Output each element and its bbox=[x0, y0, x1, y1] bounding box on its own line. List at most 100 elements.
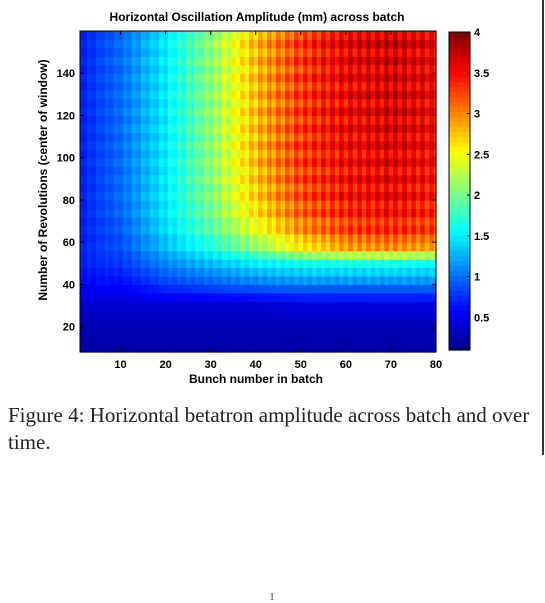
heatmap-cell bbox=[352, 39, 358, 49]
heatmap-cell bbox=[285, 90, 291, 100]
heatmap-cell bbox=[140, 250, 146, 260]
heatmap-cell bbox=[325, 98, 331, 108]
heatmap-cell bbox=[244, 39, 250, 49]
heatmap-cell bbox=[109, 98, 115, 108]
heatmap-cell bbox=[397, 81, 403, 91]
heatmap-cell bbox=[433, 31, 437, 41]
heatmap-cell bbox=[352, 284, 358, 294]
heatmap-cell bbox=[316, 90, 322, 100]
heatmap-cell bbox=[393, 191, 399, 201]
heatmap-cell bbox=[104, 140, 110, 150]
heatmap-cell bbox=[366, 275, 372, 286]
heatmap-cell bbox=[248, 107, 255, 117]
heatmap-cell bbox=[226, 140, 232, 150]
heatmap-cell bbox=[244, 199, 250, 209]
heatmap-cell bbox=[388, 73, 394, 83]
heatmap-cell bbox=[433, 233, 437, 243]
heatmap-cell bbox=[91, 309, 97, 319]
heatmap-cell bbox=[303, 225, 309, 235]
heatmap-cell bbox=[104, 73, 110, 83]
heatmap-cell bbox=[330, 123, 336, 133]
heatmap-cell bbox=[208, 149, 214, 159]
heatmap-cell bbox=[339, 208, 345, 218]
heatmap-cell bbox=[325, 335, 331, 345]
heatmap-cell bbox=[176, 199, 182, 209]
heatmap-cell bbox=[239, 73, 246, 83]
heatmap-cell bbox=[226, 242, 232, 252]
heatmap-cell bbox=[95, 292, 101, 302]
heatmap-cell bbox=[172, 64, 178, 74]
heatmap-cell bbox=[86, 115, 92, 125]
heatmap-cell bbox=[203, 301, 210, 311]
heatmap-cell bbox=[145, 47, 151, 57]
heatmap-cell bbox=[253, 183, 259, 193]
heatmap-cell bbox=[208, 115, 214, 125]
heatmap-cell bbox=[131, 174, 137, 184]
heatmap-cell bbox=[149, 292, 155, 302]
heatmap-cell bbox=[248, 326, 255, 336]
heatmap-cell bbox=[366, 115, 372, 125]
heatmap-cell bbox=[388, 64, 394, 74]
heatmap-cell bbox=[366, 292, 372, 302]
heatmap-cell bbox=[248, 47, 255, 57]
heatmap-cell bbox=[352, 267, 358, 277]
heatmap-cell bbox=[154, 31, 160, 41]
heatmap-cell bbox=[230, 39, 237, 49]
heatmap-cell bbox=[307, 140, 313, 150]
heatmap-cell bbox=[239, 275, 246, 286]
heatmap-cell bbox=[384, 47, 390, 57]
heatmap-cell bbox=[271, 242, 277, 252]
heatmap-cell bbox=[415, 292, 421, 302]
heatmap-cell bbox=[262, 191, 268, 201]
heatmap-cell bbox=[262, 233, 268, 243]
heatmap-cell bbox=[379, 73, 385, 83]
heatmap-cell bbox=[140, 191, 146, 201]
heatmap-cell bbox=[154, 90, 160, 100]
heatmap-cell bbox=[393, 326, 399, 336]
heatmap-cell bbox=[402, 284, 408, 294]
heatmap-cell bbox=[118, 98, 124, 108]
heatmap-cell bbox=[258, 81, 264, 91]
heatmap-cell bbox=[420, 183, 426, 193]
heatmap-cell bbox=[285, 343, 291, 353]
heatmap-cell bbox=[393, 157, 399, 167]
heatmap-cell bbox=[127, 318, 133, 328]
heatmap-cell bbox=[203, 56, 210, 66]
heatmap-cell bbox=[357, 157, 363, 167]
heatmap-cell bbox=[258, 242, 264, 252]
heatmap-cell bbox=[379, 64, 385, 74]
heatmap-cell bbox=[397, 208, 403, 218]
heatmap-cell bbox=[235, 166, 241, 176]
heatmap-cell bbox=[289, 31, 295, 41]
y-tick-label: 100 bbox=[57, 153, 75, 165]
heatmap-cell bbox=[420, 132, 426, 142]
heatmap-cell bbox=[433, 199, 437, 209]
heatmap-cell bbox=[149, 343, 155, 353]
heatmap-cell bbox=[352, 250, 358, 260]
heatmap-cell bbox=[239, 326, 246, 336]
heatmap-cell bbox=[253, 242, 259, 252]
heatmap-cell bbox=[303, 39, 309, 49]
heatmap-cell bbox=[307, 115, 313, 125]
heatmap-cell bbox=[406, 56, 412, 66]
heatmap-cell bbox=[424, 157, 430, 167]
heatmap-cell bbox=[375, 267, 381, 277]
heatmap-cell bbox=[375, 90, 381, 100]
heatmap-cell bbox=[217, 267, 223, 277]
heatmap-cell bbox=[334, 335, 340, 345]
heatmap-cell bbox=[145, 81, 151, 91]
heatmap-cell bbox=[158, 233, 164, 243]
heatmap-cell bbox=[325, 132, 331, 142]
heatmap-cell bbox=[379, 284, 385, 294]
heatmap-cell bbox=[402, 132, 408, 142]
heatmap-cell bbox=[230, 275, 237, 286]
heatmap-cell bbox=[330, 284, 336, 294]
heatmap-cell bbox=[433, 56, 437, 66]
heatmap-cell bbox=[411, 90, 417, 100]
heatmap-cell bbox=[80, 225, 83, 235]
heatmap-cell bbox=[366, 267, 372, 277]
heatmap-cell bbox=[402, 98, 408, 108]
heatmap-cell bbox=[91, 107, 97, 117]
heatmap-cell bbox=[334, 174, 340, 184]
heatmap-cell bbox=[402, 191, 408, 201]
